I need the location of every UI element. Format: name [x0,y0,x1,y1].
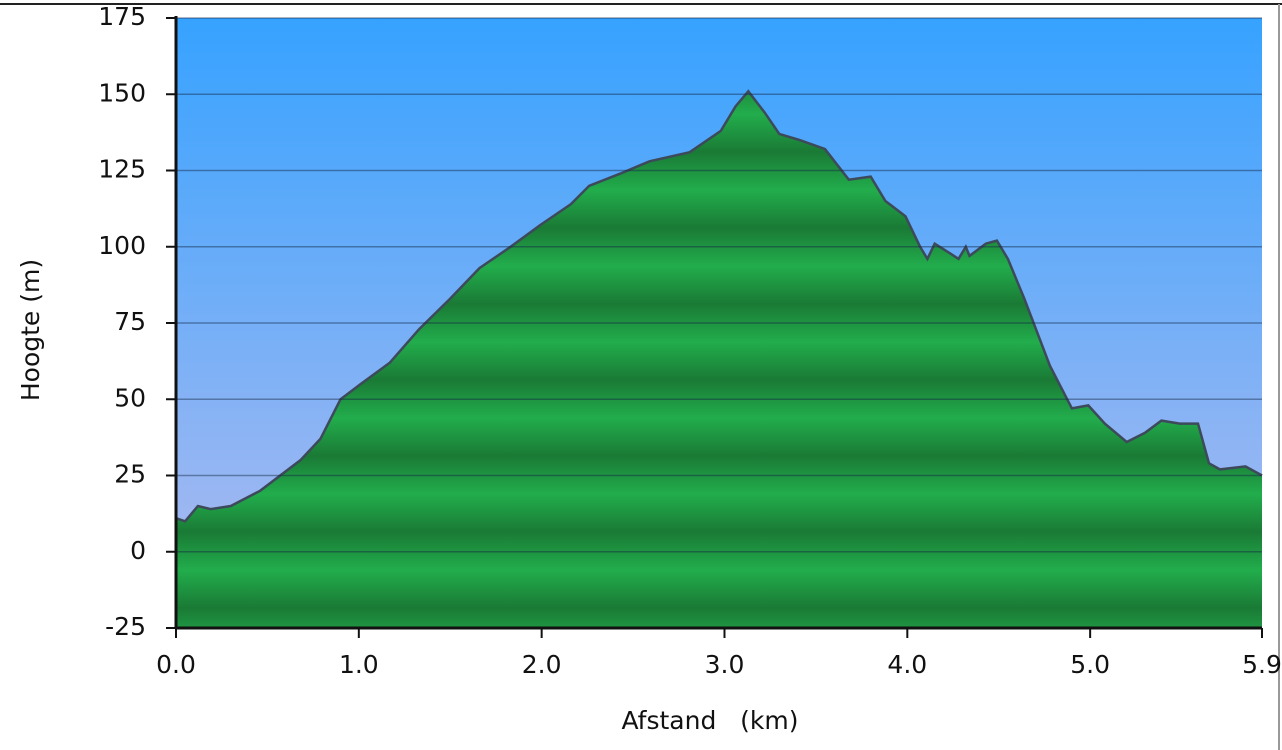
y-tick-label: 125 [98,155,146,184]
x-tick-label: 2.0 [522,650,562,679]
x-tick-label: 3.0 [705,650,745,679]
x-tick-label: 5.9 [1242,650,1282,679]
y-tick-label: 100 [98,231,146,260]
y-axis-label: Hoogte (m) [16,259,45,401]
y-tick-label: -25 [105,612,146,641]
x-tick-label: 0.0 [156,650,196,679]
x-tick-label: 5.0 [1070,650,1110,679]
y-tick-label: 175 [98,2,146,31]
y-tick-label: 25 [114,460,146,489]
x-tick-label: 1.0 [339,650,379,679]
x-axis-label: Afstand (km) [621,706,798,735]
y-tick-label: 50 [114,383,146,412]
profile-line [175,89,1263,523]
y-tick-label: 150 [98,78,146,107]
area [176,91,1262,628]
y-tick-label: 75 [114,307,146,336]
y-tick-label: 0 [130,536,146,565]
x-tick-label: 4.0 [887,650,927,679]
